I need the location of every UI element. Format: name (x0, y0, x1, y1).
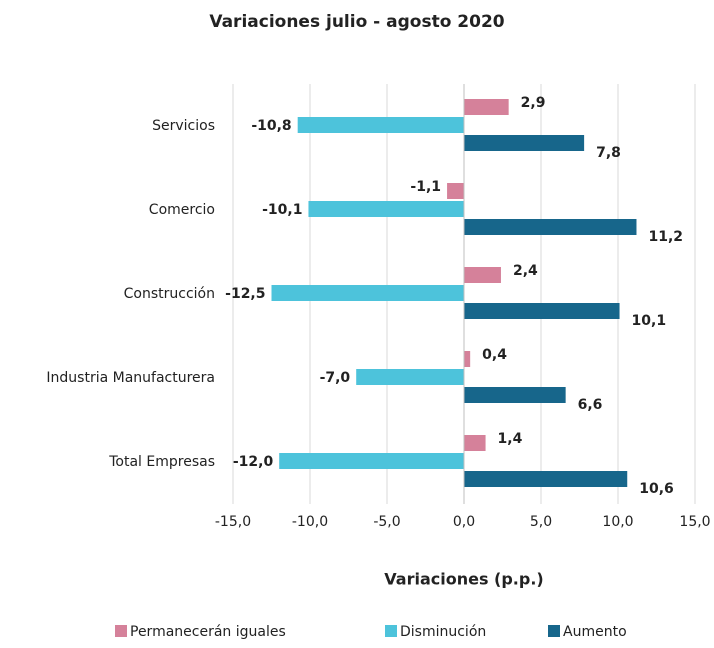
legend-label: Aumento (563, 624, 627, 640)
x-tick-label: -10,0 (292, 514, 328, 530)
y-tick-label: Total Empresas (108, 454, 215, 470)
legend-swatch (115, 625, 127, 637)
x-tick-label: 15,0 (679, 514, 710, 530)
data-label: -12,0 (233, 454, 274, 470)
data-label: 1,4 (498, 431, 523, 447)
bar (297, 117, 464, 133)
bar (464, 471, 628, 487)
bar (308, 201, 464, 217)
y-tick-label: Comercio (149, 202, 215, 218)
legend-swatch (385, 625, 397, 637)
x-axis-label: Variaciones (p.p.) (384, 570, 543, 589)
y-tick-label: Industria Manufacturera (46, 370, 215, 386)
bar (464, 303, 620, 319)
data-label: -1,1 (410, 179, 441, 195)
data-label: 7,8 (596, 145, 621, 161)
bar (447, 183, 464, 199)
data-label: 10,1 (632, 313, 667, 329)
x-tick-label: -15,0 (215, 514, 251, 530)
data-label: -10,8 (251, 118, 291, 134)
data-label: 10,6 (639, 481, 674, 497)
data-label: -10,1 (262, 202, 302, 218)
bar (271, 285, 464, 301)
y-tick-label: Construcción (124, 286, 215, 302)
y-tick-label: Servicios (152, 118, 215, 134)
data-label: 0,4 (482, 347, 507, 363)
bar (464, 351, 471, 367)
data-label: 11,2 (648, 229, 683, 245)
data-label: -7,0 (320, 370, 351, 386)
bar (464, 99, 509, 115)
bar (464, 267, 501, 283)
bar (464, 135, 585, 151)
data-label: 2,9 (521, 95, 546, 111)
data-label: 6,6 (578, 397, 603, 413)
x-tick-label: -5,0 (373, 514, 400, 530)
legend-label: Disminución (400, 624, 486, 640)
legend-label: Permanecerán iguales (130, 624, 286, 640)
x-tick-label: 5,0 (530, 514, 552, 530)
bar (279, 453, 464, 469)
legend-swatch (548, 625, 560, 637)
data-label: -12,5 (225, 286, 265, 302)
bar (356, 369, 464, 385)
x-tick-label: 0,0 (453, 514, 475, 530)
x-tick-label: 10,0 (602, 514, 633, 530)
chart-title: Variaciones julio - agosto 2020 (209, 12, 504, 32)
bar (464, 219, 637, 235)
bar (464, 387, 566, 403)
data-label: 2,4 (513, 263, 538, 279)
bar (464, 435, 486, 451)
